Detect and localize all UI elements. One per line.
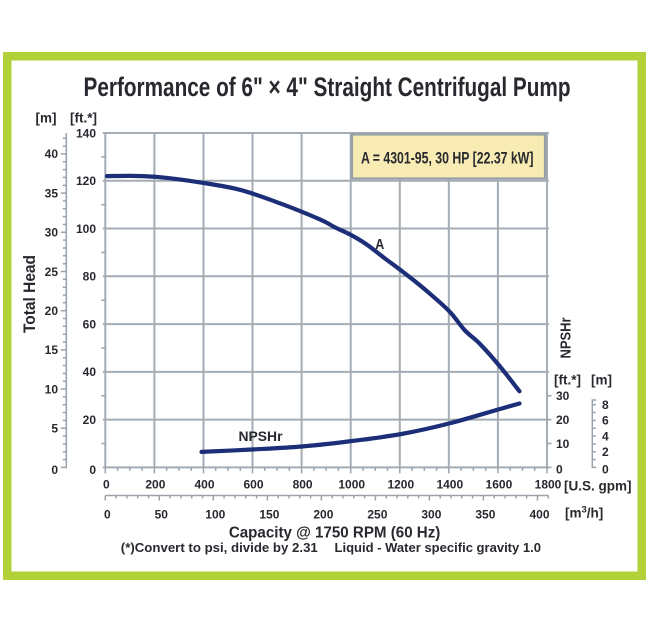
svg-text:0: 0: [556, 463, 563, 477]
svg-text:6: 6: [602, 414, 609, 428]
svg-text:0: 0: [104, 507, 111, 521]
svg-text:15: 15: [45, 343, 59, 357]
svg-text:800: 800: [293, 477, 313, 491]
svg-text:120: 120: [76, 174, 96, 188]
svg-text:400: 400: [529, 507, 549, 521]
svg-text:1600: 1600: [486, 477, 513, 491]
svg-text:0: 0: [89, 463, 96, 477]
svg-text:NPSHr: NPSHr: [558, 317, 575, 358]
svg-text:80: 80: [83, 270, 97, 284]
svg-text:150: 150: [259, 507, 279, 521]
svg-text:4: 4: [602, 429, 609, 443]
svg-text:5: 5: [51, 422, 58, 436]
svg-text:Liquid - Water specific gravit: Liquid - Water specific gravity 1.0: [335, 540, 542, 555]
svg-text:350: 350: [475, 507, 495, 521]
svg-text:10: 10: [45, 382, 59, 396]
svg-text:A: A: [375, 237, 384, 253]
svg-text:0: 0: [103, 477, 110, 491]
svg-text:30: 30: [45, 226, 59, 240]
svg-text:1000: 1000: [338, 477, 365, 491]
svg-text:1400: 1400: [436, 477, 463, 491]
svg-text:140: 140: [76, 126, 96, 140]
svg-text:40: 40: [45, 147, 59, 161]
svg-text:[U.S. gpm]: [U.S. gpm]: [564, 479, 632, 494]
svg-text:20: 20: [45, 304, 59, 318]
svg-text:8: 8: [602, 398, 609, 412]
svg-text:A = 4301-95, 30 HP [22.37 kW]: A = 4301-95, 30 HP [22.37 kW]: [361, 149, 534, 168]
svg-text:25: 25: [45, 265, 59, 279]
svg-text:0: 0: [51, 463, 58, 477]
svg-text:30: 30: [556, 389, 570, 403]
svg-text:Performance of 6" × 4" Straigh: Performance of 6" × 4" Straight Centrifu…: [84, 72, 571, 102]
svg-text:0: 0: [602, 463, 609, 477]
svg-text:[m3/h]: [m3/h]: [565, 505, 603, 521]
svg-text:20: 20: [83, 413, 97, 427]
svg-text:Total Head: Total Head: [20, 255, 39, 333]
svg-text:[ft.*]: [ft.*]: [554, 373, 581, 388]
svg-text:1200: 1200: [387, 477, 414, 491]
svg-text:[m]: [m]: [591, 373, 612, 388]
svg-text:10: 10: [556, 437, 570, 451]
svg-text:200: 200: [145, 477, 165, 491]
svg-text:200: 200: [313, 507, 333, 521]
svg-text:250: 250: [367, 507, 387, 521]
svg-text:2: 2: [602, 445, 609, 459]
svg-text:40: 40: [83, 365, 97, 379]
svg-text:400: 400: [194, 477, 214, 491]
svg-text:1800: 1800: [535, 477, 562, 491]
svg-text:100: 100: [76, 222, 96, 236]
svg-text:NPSHr: NPSHr: [239, 429, 284, 444]
svg-text:600: 600: [243, 477, 263, 491]
svg-text:100: 100: [205, 507, 225, 521]
svg-text:[ft.*]: [ft.*]: [70, 111, 97, 126]
svg-text:50: 50: [155, 507, 169, 521]
svg-text:(*)Convert to psi, divide by 2: (*)Convert to psi, divide by 2.31: [121, 540, 318, 555]
svg-text:35: 35: [45, 186, 59, 200]
svg-text:20: 20: [556, 413, 570, 427]
svg-text:300: 300: [421, 507, 441, 521]
svg-text:Capacity @ 1750 RPM (60 Hz): Capacity @ 1750 RPM (60 Hz): [229, 525, 441, 542]
svg-text:[m]: [m]: [36, 111, 57, 126]
svg-text:60: 60: [83, 317, 97, 331]
